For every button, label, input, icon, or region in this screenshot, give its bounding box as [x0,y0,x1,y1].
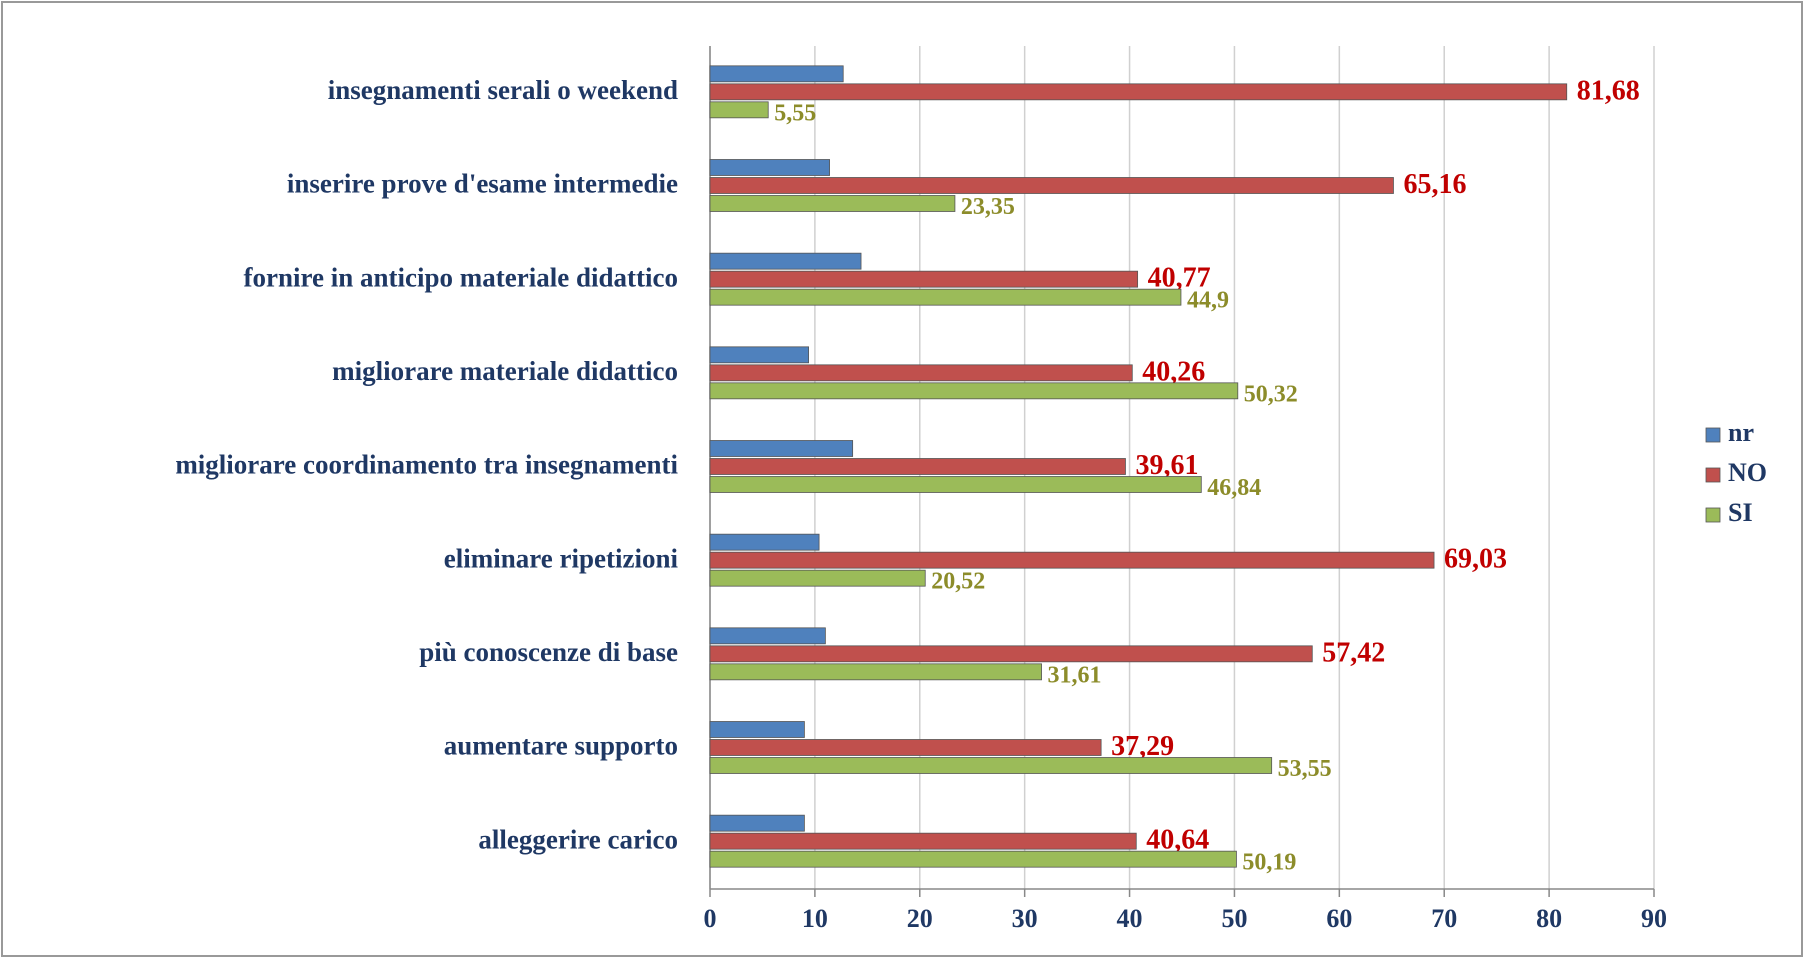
bar [709,288,1182,306]
bar [709,65,844,83]
x-tick-label: 90 [1641,904,1667,933]
legend-swatch [1705,467,1721,483]
bar [709,645,1313,663]
bar [709,814,805,832]
legend-label: SI [1728,498,1753,527]
bar [709,195,956,212]
bar [709,270,1139,288]
bar [709,458,1126,475]
value-label: 46,84 [1207,475,1261,501]
bar [709,721,805,738]
category-label: inserire prove d'esame intermedie [287,169,678,199]
value-label: 23,35 [961,194,1015,220]
value-label: 57,42 [1322,637,1385,668]
value-label: 40,64 [1146,825,1209,856]
value-label: 39,61 [1135,450,1198,481]
value-label: 65,16 [1403,169,1466,200]
x-tick-label: 10 [802,904,828,933]
bar [709,739,1102,756]
bar [709,440,854,457]
bar [709,627,826,645]
category-label: fornire in anticipo materiale didattico [244,262,678,292]
category-label: eliminare ripetizioni [444,543,679,573]
bar [709,159,830,176]
value-label: 81,68 [1577,75,1640,106]
bar [709,663,1042,681]
value-label: 69,03 [1444,544,1507,575]
value-label: 44,9 [1187,288,1229,314]
category-label: alleggerire carico [478,824,678,854]
x-tick-label: 20 [907,904,933,933]
x-tick-label: 50 [1221,904,1247,933]
legend-swatch [1705,427,1721,443]
bar [709,476,1202,493]
bar [709,177,1394,194]
value-label: 53,55 [1278,756,1332,782]
bar [709,533,820,551]
value-label: 40,26 [1142,356,1205,387]
bar [709,832,1137,850]
value-label: 37,29 [1111,731,1174,762]
value-label: 50,19 [1242,850,1296,876]
bar [709,346,809,364]
bar [709,551,1435,569]
x-tick-label: 0 [704,904,717,933]
x-tick-label: 70 [1431,904,1457,933]
value-label: 20,52 [931,569,985,595]
bar [709,252,862,270]
legend-swatch [1705,507,1721,523]
legend-label: nr [1728,418,1754,447]
value-label: 31,61 [1048,662,1102,688]
x-tick-label: 30 [1012,904,1038,933]
bar [709,382,1239,400]
legend-label: NO [1728,458,1767,487]
bar [709,83,1568,101]
bar [709,757,1273,774]
category-label: più conoscenze di base [419,637,678,667]
category-label: insegnamenti serali o weekend [328,75,678,105]
category-label: aumentare supporto [444,731,678,761]
x-tick-label: 80 [1536,904,1562,933]
category-label: migliorare coordinamento tra insegnament… [175,450,678,480]
x-tick-label: 60 [1326,904,1352,933]
bar [709,850,1237,868]
category-label: migliorare materiale didattico [332,356,678,386]
x-tick-label: 40 [1117,904,1143,933]
value-label: 40,77 [1148,263,1211,294]
bar [709,364,1133,382]
bar [709,101,769,119]
value-label: 5,55 [774,100,816,126]
bar [709,569,926,587]
value-label: 50,32 [1244,381,1298,407]
